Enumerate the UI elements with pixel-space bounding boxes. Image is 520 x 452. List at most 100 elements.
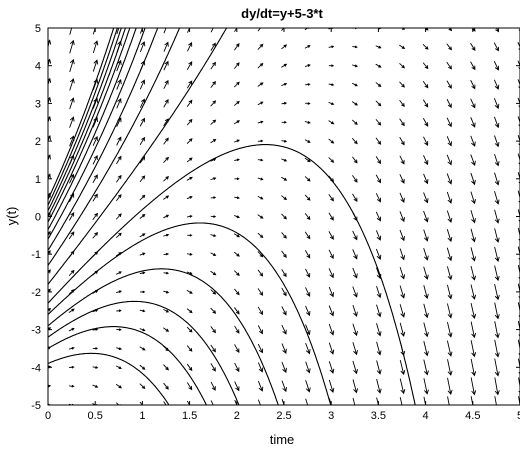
direction-arrow [399, 118, 405, 127]
direction-arrow [92, 155, 98, 165]
direction-arrow [446, 117, 452, 128]
direction-arrow [304, 231, 311, 240]
direction-arrow [187, 41, 193, 52]
direction-arrow [448, 28, 453, 32]
chart-title: dy/dt=y+5-3*t [241, 6, 323, 21]
direction-arrow [376, 341, 382, 356]
direction-arrow [375, 82, 382, 87]
direction-arrow [257, 232, 264, 239]
direction-arrow [493, 61, 500, 71]
direction-arrow [399, 378, 406, 395]
direction-arrow [376, 397, 379, 405]
direction-arrow [470, 358, 477, 377]
direction-arrow [423, 118, 429, 127]
direction-arrow [234, 28, 240, 32]
direction-arrow [234, 100, 240, 106]
direction-arrow [328, 175, 334, 183]
direction-arrow [375, 211, 382, 222]
direction-arrow [139, 309, 146, 313]
direction-arrow [399, 285, 406, 299]
direction-arrow [163, 176, 169, 182]
direction-arrow [305, 305, 311, 317]
y-tick-label: 4 [35, 61, 41, 73]
direction-arrow [446, 229, 453, 243]
solution-curve [48, 222, 332, 405]
direction-arrow [376, 323, 382, 337]
y-tick-label: -4 [31, 362, 41, 374]
direction-arrow [329, 398, 332, 405]
direction-arrow [92, 116, 98, 128]
direction-arrow [186, 345, 193, 352]
solution-curve [48, 28, 126, 217]
direction-arrow [281, 44, 288, 50]
direction-arrow [163, 41, 169, 52]
direction-arrow [470, 191, 476, 205]
x-tick-label: 0 [45, 410, 51, 422]
direction-arrow [139, 79, 146, 90]
direction-arrow [399, 192, 405, 203]
direction-arrow [48, 154, 51, 162]
direction-arrow [328, 361, 335, 374]
direction-arrow [186, 157, 193, 163]
direction-arrow [376, 285, 382, 299]
direction-arrow [163, 327, 170, 332]
direction-arrow [328, 138, 335, 144]
direction-arrow [234, 270, 240, 276]
direction-arrow [281, 380, 287, 393]
direction-arrow [234, 81, 240, 88]
direction-arrow [399, 137, 405, 146]
direction-arrow [352, 397, 356, 405]
direction-arrow [257, 288, 264, 296]
direction-arrow [423, 248, 429, 261]
direction-arrow [139, 233, 146, 238]
direction-arrow [257, 269, 264, 277]
direction-arrow [186, 363, 193, 372]
direction-arrow [48, 327, 52, 331]
direction-arrow [328, 323, 335, 336]
direction-arrow [281, 250, 287, 258]
direction-arrow [163, 214, 170, 219]
direction-arrow [399, 397, 403, 405]
direction-arrow [376, 248, 382, 260]
direction-arrow [186, 253, 193, 256]
direction-arrow [210, 177, 217, 180]
direction-arrow [470, 377, 477, 396]
y-tick-label: -5 [31, 400, 41, 412]
direction-arrow [139, 364, 146, 370]
direction-arrow [305, 324, 311, 336]
direction-arrow [494, 302, 500, 320]
direction-arrow [328, 212, 334, 221]
direction-arrow [399, 63, 405, 69]
direction-arrow [423, 359, 429, 376]
direction-arrow [210, 363, 216, 372]
direction-arrow [186, 138, 193, 144]
solution-curve [48, 28, 115, 200]
direction-arrow [352, 342, 358, 356]
direction-arrow [446, 80, 452, 89]
direction-arrow [139, 175, 146, 182]
direction-arrow [423, 285, 429, 300]
direction-arrow [281, 63, 288, 68]
direction-arrow [186, 196, 193, 200]
y-tick-label: -3 [31, 325, 41, 337]
direction-arrow [210, 119, 217, 125]
direction-arrow [470, 43, 476, 51]
direction-arrow [186, 176, 193, 181]
direction-arrow [187, 382, 193, 391]
direction-arrow [48, 58, 52, 68]
direction-arrow [116, 28, 120, 35]
direction-arrow [234, 177, 240, 181]
direction-arrow [422, 81, 429, 89]
direction-arrow [470, 80, 476, 90]
direction-arrow [375, 137, 382, 145]
direction-arrow [375, 119, 382, 126]
direction-arrow [139, 290, 146, 294]
direction-arrow [210, 138, 217, 144]
direction-arrow [495, 28, 499, 33]
direction-arrow [163, 79, 169, 89]
direction-arrow [304, 213, 311, 221]
direction-arrow [423, 99, 429, 108]
direction-arrow [470, 396, 474, 405]
direction-arrow [281, 269, 287, 278]
direction-arrow [210, 28, 216, 33]
